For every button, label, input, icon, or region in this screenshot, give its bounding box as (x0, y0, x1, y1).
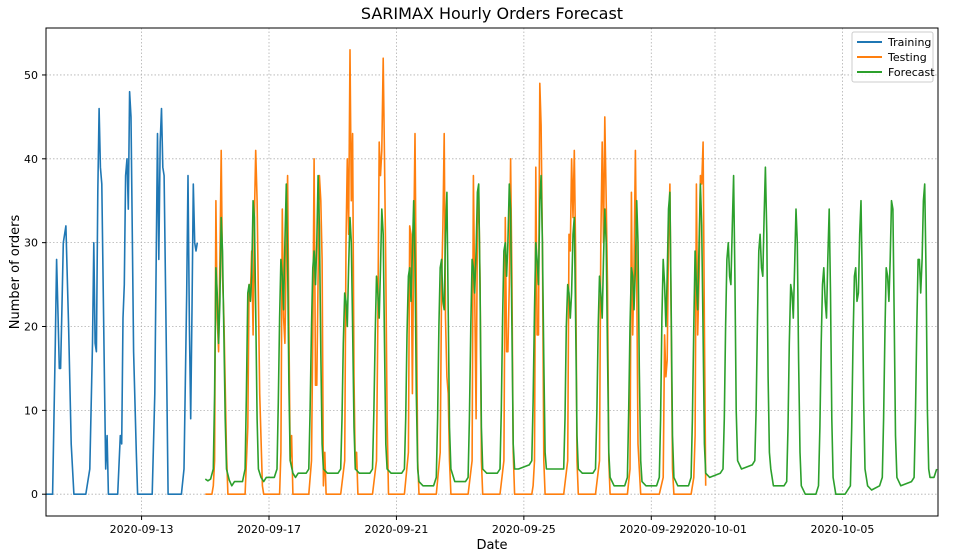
y-tick-label: 20 (24, 321, 38, 334)
y-tick-label: 30 (24, 237, 38, 250)
x-tick-label: 2020-10-05 (810, 523, 874, 536)
series-line-testing (205, 49, 707, 495)
legend-label-training: Training (887, 36, 931, 49)
y-tick-label: 40 (24, 153, 38, 166)
plot-frame (45, 27, 939, 517)
y-tick-label: 10 (24, 404, 38, 417)
y-tick-label: 50 (24, 69, 38, 82)
x-tick-label: 2020-09-21 (364, 523, 428, 536)
x-tick-label: 2020-09-17 (237, 523, 301, 536)
legend-label-forecast: Forecast (888, 66, 935, 79)
legend-box (851, 31, 934, 83)
series-layer (46, 49, 938, 495)
legend: Training Testing Forecast (851, 31, 935, 83)
series-line-training (46, 90, 199, 495)
tick-layer: 0 10 20 30 40 50 2020-09-13 2020-09-17 2020-09-2… (24, 69, 874, 536)
y-axis-label: Number of orders (8, 215, 23, 330)
legend-label-testing: Testing (887, 51, 927, 64)
x-axis-label: Date (476, 538, 507, 553)
x-tick-label: 2020-10-01 (683, 523, 747, 536)
x-tick-label: 2020-09-25 (492, 523, 556, 536)
x-tick-label: 2020-09-13 (110, 523, 174, 536)
x-tick-label: 2020-09-29 (619, 523, 683, 536)
y-tick-label: 0 (31, 488, 38, 501)
series-line-forecast (204, 166, 938, 495)
chart-title: SARIMAX Hourly Orders Forecast (361, 4, 623, 23)
